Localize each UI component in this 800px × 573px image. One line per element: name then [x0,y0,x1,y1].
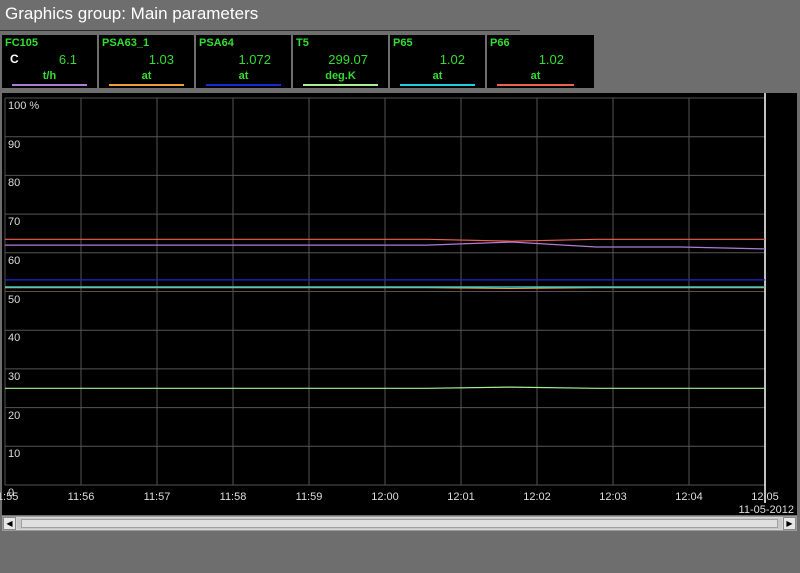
window-title: Graphics group: Main parameters [5,4,259,23]
parameter-tile-t5[interactable]: T5 299.07 deg.K [293,35,390,88]
x-tick-label: 12:04 [675,491,703,503]
y-tick-label: 40 [8,332,21,345]
tile-value: 1.03 [148,52,174,67]
tile-color-swatch [400,84,475,86]
tile-color-swatch [303,84,378,86]
tile-color-swatch [206,84,281,86]
scroll-thumb[interactable] [21,519,778,528]
x-tick-label: 12:00 [371,491,399,503]
series-line-t5 [5,386,765,389]
tile-unit: at [432,70,443,82]
y-tick-label: 80 [8,177,21,190]
x-tick-label: 12:05 [751,491,779,503]
series-line-psa63_1 [5,287,765,290]
series-line-p66 [5,238,765,242]
y-tick-label: 70 [8,216,21,229]
parameter-tiles: FC105 C 6.1 t/h PSA63_1 1.03 at PSA64 1.072 at T5 2… [2,35,594,88]
tile-value: 1.02 [538,52,564,67]
y-tick-label: 100 % [8,100,40,112]
tile-color-swatch [497,84,574,86]
x-tick-label: 12:03 [599,491,627,503]
y-tick-label: 10 [8,448,21,461]
tile-unit: t/h [42,70,57,82]
tile-name: FC105 [5,37,39,49]
y-tick-label: 50 [8,293,21,306]
parameter-tile-psa63_1[interactable]: PSA63_1 1.03 at [99,35,196,88]
parameter-tile-p65[interactable]: P65 1.02 at [390,35,487,88]
y-tick-label: 90 [8,138,21,151]
parameter-tile-psa64[interactable]: PSA64 1.072 at [196,35,293,88]
tile-name: PSA64 [199,37,234,49]
tile-value: 1.072 [238,52,271,67]
parameter-tile-fc105[interactable]: FC105 C 6.1 t/h [2,35,99,88]
y-tick-label: 20 [8,409,21,422]
x-tick-label: 11:56 [67,491,95,503]
x-tick-label: 12:01 [447,491,475,503]
x-tick-label: 12:02 [523,491,551,503]
x-tick-label: 11:55 [0,491,19,503]
tile-value: 6.1 [58,52,77,67]
tile-unit: deg.K [325,70,356,82]
tile-value: 299.07 [328,52,368,67]
x-tick-label: 11:57 [143,491,171,503]
trend-chart: 11-05-2012 100 % 90 80 70 60 50 40 30 20 10 011:55… [0,93,797,516]
y-tick-label: 0 [8,487,15,499]
series-line-fc105 [5,241,766,250]
parameter-tile-p66[interactable]: P66 1.02 at [487,35,584,88]
tile-name: P65 [393,37,413,49]
tile-color-swatch [12,84,87,86]
tile-name: PSA63_1 [102,37,150,49]
scroll-right-arrow-icon[interactable]: ▶ [783,517,796,530]
tile-value: 1.02 [439,52,465,67]
tile-name: T5 [296,37,309,49]
x-tick-label: 11:58 [219,491,247,503]
tile-color-swatch [109,84,184,86]
x-tick-label: 11:59 [295,491,323,503]
tile-name: P66 [490,37,510,49]
trend-chart-svg [4,93,766,503]
scroll-left-arrow-icon[interactable]: ◀ [3,517,16,530]
tile-unit: at [530,70,541,82]
time-scrollbar[interactable]: ◀ ▶ [2,516,797,531]
tile-unit: at [141,70,152,82]
tile-unit: at [238,70,249,82]
tile-flag: C [10,52,19,66]
title-bar: Graphics group: Main parameters [0,0,520,31]
y-tick-label: 30 [8,370,21,383]
chart-date: 11-05-2012 [738,504,794,516]
y-tick-label: 60 [8,254,21,267]
